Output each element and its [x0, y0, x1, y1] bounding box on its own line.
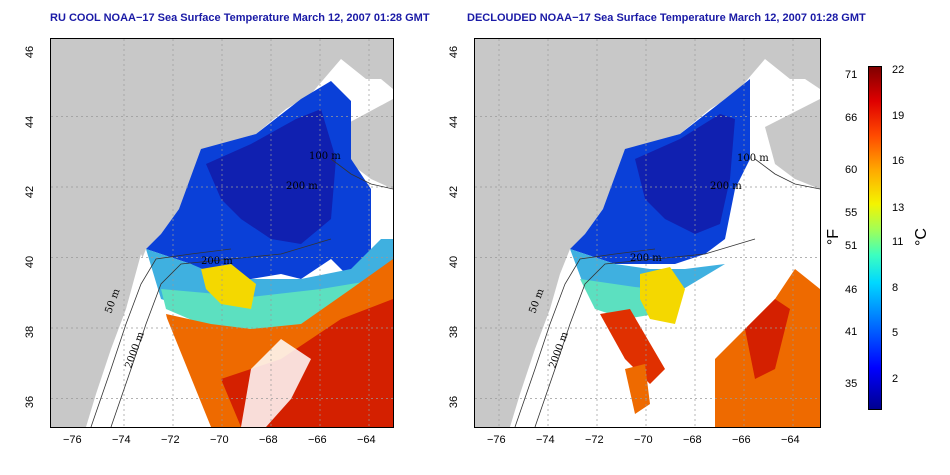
contour-label-2000m: 2000 m [547, 330, 571, 370]
bathymetry-contours [90, 158, 393, 427]
lon-tick-76: −76 [487, 434, 506, 446]
right-panel-title: DECLOUDED NOAA−17 Sea Surface Temperatur… [467, 12, 866, 24]
f-tick-71: 71 [845, 69, 858, 81]
gulf-of-maine [635, 114, 735, 234]
contour-label-200m-a: 200 m [710, 181, 742, 192]
c-tick-8: 8 [892, 282, 899, 294]
c-tick-2: 2 [892, 373, 899, 385]
contour-label-100m: 100 m [309, 151, 341, 162]
lon-tick-74: −74 [536, 434, 555, 446]
gulf-of-maine [206, 109, 336, 244]
lat-tick-38: 38 [24, 325, 37, 339]
lon-tick-74: −74 [112, 434, 131, 446]
f-tick-46: 46 [845, 284, 858, 296]
c-tick-11: 11 [892, 236, 904, 248]
warm-patch-2 [625, 364, 650, 414]
land-mass [475, 39, 820, 427]
lon-tick-66: −66 [732, 434, 751, 446]
fahrenheit-unit: °F [825, 228, 843, 246]
f-tick-66: 66 [845, 112, 858, 124]
nova-scotia-land [765, 99, 820, 189]
grid-lines [51, 39, 393, 427]
right-map-svg: 100 m 200 m 200 m 50 m 2000 m [475, 39, 820, 427]
land-mass [51, 39, 393, 427]
contour-label-200m-a: 200 m [286, 181, 318, 192]
lon-tick-72: −72 [585, 434, 604, 446]
f-tick-55: 55 [845, 207, 858, 219]
left-map: 100 m 200 m 200 m 50 m 2000 m [50, 38, 394, 428]
lat-tick-42: 42 [448, 185, 461, 199]
nova-scotia-land [341, 99, 393, 189]
temperature-colorbar [868, 66, 882, 410]
celsius-unit: °C [912, 228, 930, 246]
c-tick-16: 16 [892, 155, 905, 167]
clouds [241, 339, 311, 427]
bathymetry-contours [514, 158, 820, 427]
lon-tick-68: −68 [259, 434, 278, 446]
left-map-svg: 100 m 200 m 200 m 50 m 2000 m [51, 39, 393, 427]
lon-tick-76: −76 [63, 434, 82, 446]
lat-tick-40: 40 [24, 255, 37, 269]
contour-label-200m-b: 200 m [630, 253, 662, 264]
f-tick-41: 41 [845, 326, 858, 338]
c-tick-19: 19 [892, 110, 905, 122]
f-tick-35: 35 [845, 378, 858, 390]
lon-tick-64: −64 [357, 434, 376, 446]
lat-tick-36: 36 [24, 395, 37, 409]
f-tick-60: 60 [845, 164, 858, 176]
lon-tick-70: −70 [634, 434, 653, 446]
lat-tick-40: 40 [448, 255, 461, 269]
c-tick-22: 22 [892, 64, 905, 76]
left-panel-title: RU COOL NOAA−17 Sea Surface Temperature … [50, 12, 430, 24]
lat-tick-38: 38 [448, 325, 461, 339]
warm-eddy [640, 267, 685, 324]
lat-tick-46: 46 [24, 45, 37, 59]
lon-tick-66: −66 [308, 434, 327, 446]
c-tick-5: 5 [892, 327, 899, 339]
contour-label-200m-b: 200 m [201, 256, 233, 267]
lat-tick-46: 46 [448, 45, 461, 59]
lon-tick-68: −68 [683, 434, 702, 446]
lon-tick-72: −72 [161, 434, 180, 446]
c-tick-13: 13 [892, 202, 905, 214]
coast-land [51, 254, 141, 427]
gulf-stream-core [745, 299, 790, 379]
contour-label-100m: 100 m [737, 153, 769, 164]
lat-tick-44: 44 [448, 115, 461, 129]
lon-tick-64: −64 [781, 434, 800, 446]
f-tick-51: 51 [845, 240, 858, 252]
lat-tick-36: 36 [448, 395, 461, 409]
lat-tick-44: 44 [24, 115, 37, 129]
lat-tick-42: 42 [24, 185, 37, 199]
right-map: 100 m 200 m 200 m 50 m 2000 m [474, 38, 821, 428]
warm-eddy [201, 264, 256, 309]
lon-tick-70: −70 [210, 434, 229, 446]
